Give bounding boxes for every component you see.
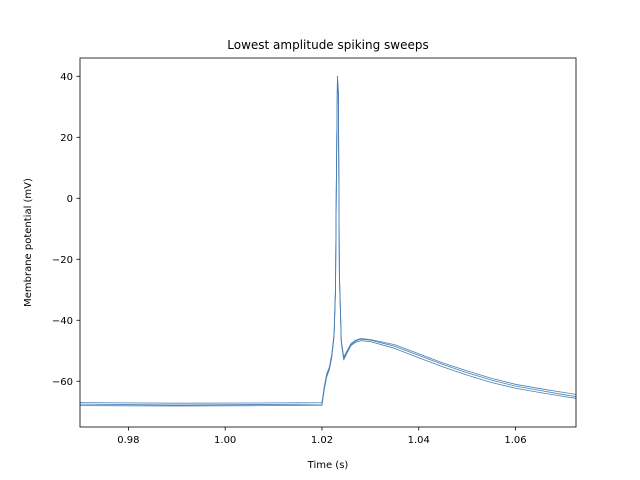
x-axis-ticks: 0.98 1.00 1.02 1.04 1.06: [117, 427, 527, 446]
y-tick-label: −20: [52, 255, 73, 266]
y-tick-label: −40: [52, 316, 73, 327]
plot-lines: [79, 75, 577, 407]
x-tick-label: 1.02: [311, 435, 333, 446]
y-tick-label: −60: [52, 377, 73, 388]
x-tick-label: 1.06: [504, 435, 526, 446]
y-axis-ticks: −60 −40 −20 0 20 40: [52, 72, 80, 388]
y-tick-label: 20: [60, 133, 73, 144]
x-axis-label: Time (s): [307, 460, 349, 471]
x-tick-label: 0.98: [117, 435, 139, 446]
chart-title: Lowest amplitude spiking sweeps: [227, 38, 428, 52]
y-tick-label: 40: [60, 72, 73, 83]
y-axis-label: Membrane potential (mV): [23, 178, 34, 307]
axes-frame: [79, 57, 577, 428]
x-tick-label: 1.04: [408, 435, 430, 446]
x-tick-label: 1.00: [214, 435, 236, 446]
y-tick-label: 0: [67, 194, 73, 205]
sweep-line-3: [79, 77, 577, 407]
